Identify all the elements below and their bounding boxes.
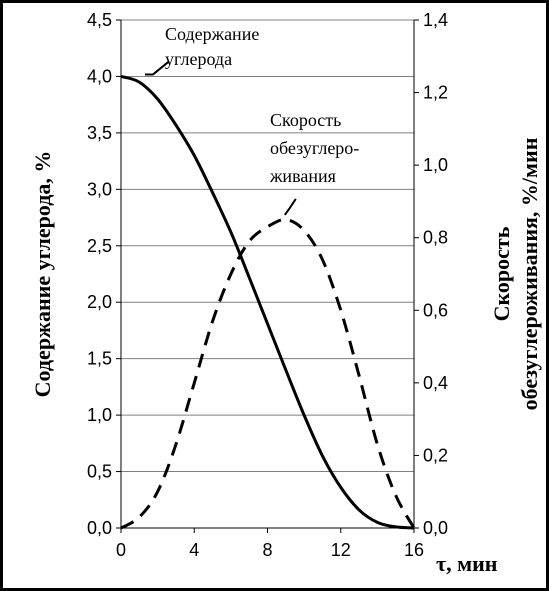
x-tick-label: 16: [404, 540, 424, 560]
left-tick-label: 3,5: [87, 123, 112, 143]
left-tick-label: 4,5: [87, 10, 112, 30]
right-tick-label: 1,0: [423, 155, 448, 175]
annotation-pointer: [283, 198, 297, 216]
left-tick-label: 1,0: [87, 405, 112, 425]
right-axis-title-line1: Скорость: [489, 226, 514, 321]
right-axis-ticks: 0,0 0,2 0,4 0,6 0,8 1,0 1,2 1,4: [414, 10, 448, 538]
right-axis-title-line2: обезуглероживания, %/мин: [517, 137, 542, 410]
right-tick-label: 0,6: [423, 300, 448, 320]
right-tick-label: 0,8: [423, 228, 448, 248]
left-tick-label: 4,0: [87, 66, 112, 86]
annotations: Содержание углерода Скорость обезуглеро-жив…: [144, 24, 359, 216]
series-group: [120, 74, 416, 530]
right-tick-label: 0,2: [423, 445, 448, 465]
x-tick-label: 8: [262, 540, 272, 560]
right-tick-label: 1,4: [423, 10, 448, 30]
x-axis-title: τ, мин: [436, 551, 498, 576]
annotation-text-line: Содержание: [165, 24, 259, 44]
x-tick-label: 4: [189, 540, 199, 560]
right-tick-label: 0,4: [423, 373, 448, 393]
annotation-pointer: [144, 60, 170, 76]
right-tick-label: 0,0: [423, 518, 448, 538]
x-tick-label: 12: [331, 540, 351, 560]
decarburization-rate-line: [120, 218, 416, 530]
right-tick-label: 1,2: [423, 83, 448, 103]
left-axis-title: Содержание углерода, %: [30, 151, 55, 398]
carbon-content-line: [120, 74, 415, 530]
left-tick-label: 3,0: [87, 179, 112, 199]
grid-lines: [121, 19, 414, 473]
left-tick-label: 2,5: [87, 236, 112, 256]
x-axis-ticks: 0 4 8 12 16: [116, 528, 424, 560]
left-axis-ticks: 0,0 0,5 1,0 1,5 2,0 2,5 3,0 3,5 4,0 4,5: [87, 10, 121, 538]
left-tick-label: 0,0: [87, 518, 112, 538]
annotation-text-line: Скорость: [270, 110, 341, 130]
annotation-text-line: углерода: [165, 49, 232, 69]
annotation-text-line: живания: [269, 166, 336, 186]
left-tick-label: 1,5: [87, 349, 112, 369]
left-tick-label: 2,0: [87, 292, 112, 312]
x-tick-label: 0: [116, 540, 126, 560]
left-tick-label: 0,5: [87, 462, 112, 482]
annotation-text-line: обезуглеро-: [270, 138, 359, 158]
